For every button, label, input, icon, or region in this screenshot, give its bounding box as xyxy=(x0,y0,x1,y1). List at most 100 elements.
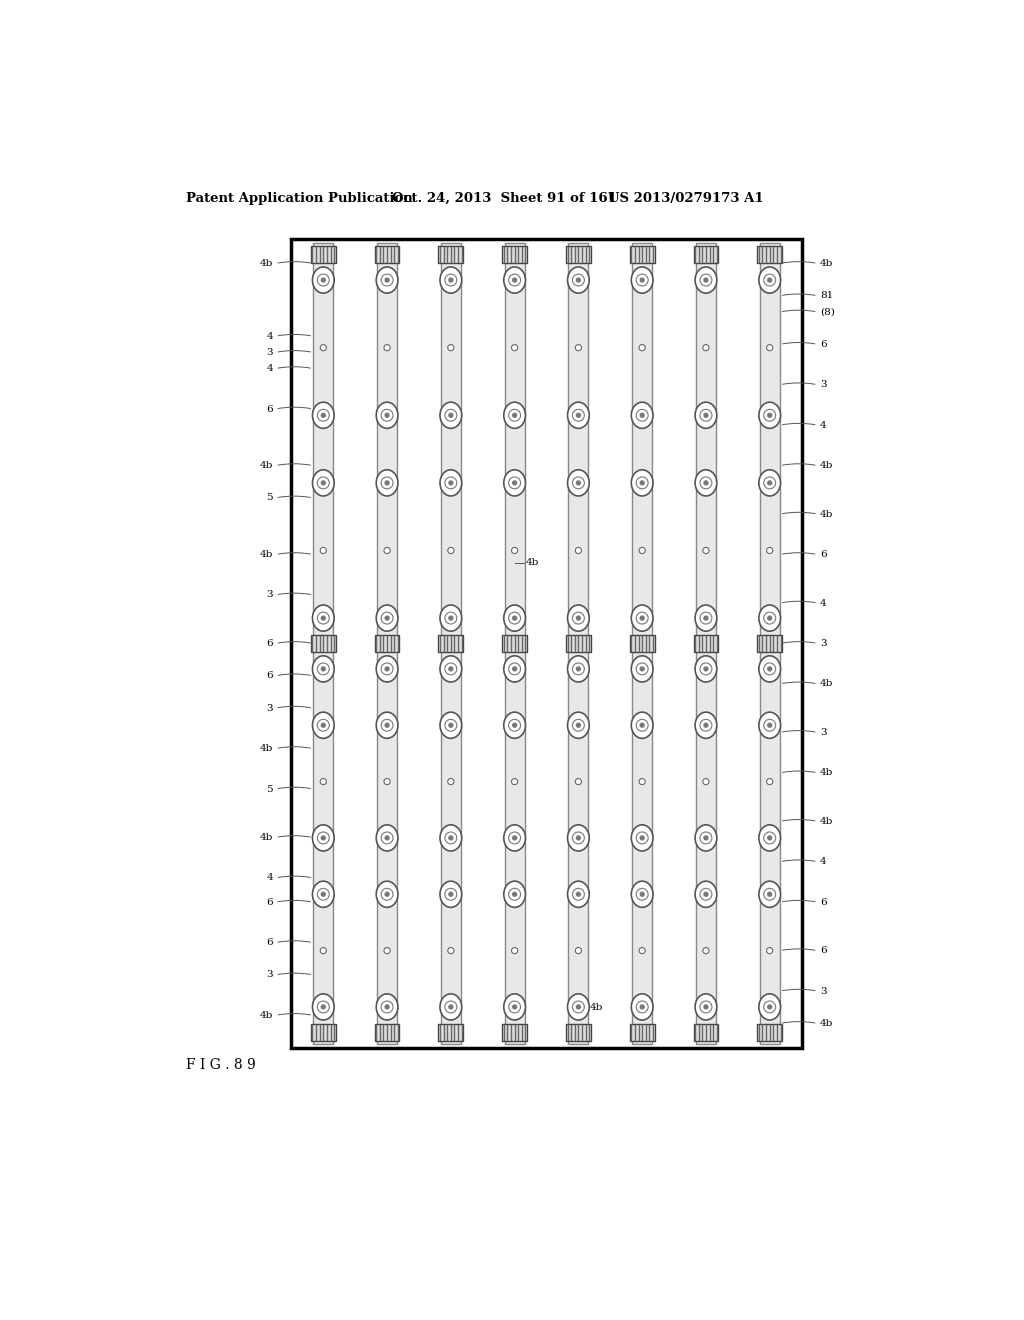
Circle shape xyxy=(381,719,393,731)
Ellipse shape xyxy=(695,470,717,496)
Circle shape xyxy=(764,663,775,675)
Ellipse shape xyxy=(376,882,398,907)
Circle shape xyxy=(317,832,330,843)
Circle shape xyxy=(702,948,709,953)
Text: 6: 6 xyxy=(820,550,826,560)
Circle shape xyxy=(703,667,708,671)
Ellipse shape xyxy=(376,267,398,293)
Circle shape xyxy=(512,948,518,953)
Ellipse shape xyxy=(567,713,589,738)
Text: 4: 4 xyxy=(266,874,273,883)
Ellipse shape xyxy=(759,825,780,851)
Text: 3: 3 xyxy=(820,986,826,995)
Circle shape xyxy=(509,477,520,488)
Ellipse shape xyxy=(632,713,653,738)
Circle shape xyxy=(444,888,457,900)
Ellipse shape xyxy=(312,403,334,429)
Circle shape xyxy=(321,345,327,351)
Text: Patent Application Publication: Patent Application Publication xyxy=(186,191,413,205)
Circle shape xyxy=(639,345,645,351)
Ellipse shape xyxy=(376,825,398,851)
Bar xyxy=(375,1024,399,1040)
Circle shape xyxy=(572,1001,585,1012)
Bar xyxy=(505,243,524,1044)
Text: 4b: 4b xyxy=(820,768,834,777)
Circle shape xyxy=(577,480,581,484)
Circle shape xyxy=(449,892,453,896)
Circle shape xyxy=(449,480,453,484)
Bar xyxy=(313,243,334,1044)
Circle shape xyxy=(444,275,457,286)
Text: 4: 4 xyxy=(820,598,826,607)
Circle shape xyxy=(700,612,712,624)
Ellipse shape xyxy=(376,713,398,738)
Circle shape xyxy=(381,477,393,488)
Text: US 2013/0279173 A1: US 2013/0279173 A1 xyxy=(608,191,764,205)
Bar xyxy=(502,1024,527,1040)
Circle shape xyxy=(768,836,772,840)
Ellipse shape xyxy=(632,994,653,1020)
Circle shape xyxy=(572,409,585,421)
Ellipse shape xyxy=(504,267,525,293)
Text: Oct. 24, 2013  Sheet 91 of 161: Oct. 24, 2013 Sheet 91 of 161 xyxy=(391,191,616,205)
Circle shape xyxy=(322,480,326,484)
Circle shape xyxy=(317,477,330,488)
Ellipse shape xyxy=(567,403,589,429)
Bar xyxy=(566,635,591,652)
Circle shape xyxy=(447,948,454,953)
Circle shape xyxy=(703,279,708,282)
Ellipse shape xyxy=(695,403,717,429)
Circle shape xyxy=(640,480,644,484)
Circle shape xyxy=(444,1001,457,1012)
Circle shape xyxy=(322,1005,326,1008)
Circle shape xyxy=(640,616,644,620)
Circle shape xyxy=(385,480,389,484)
Circle shape xyxy=(700,1001,712,1012)
Text: 3: 3 xyxy=(820,380,826,389)
Circle shape xyxy=(385,892,389,896)
Circle shape xyxy=(636,888,648,900)
Ellipse shape xyxy=(376,605,398,631)
Ellipse shape xyxy=(759,403,780,429)
Circle shape xyxy=(572,888,585,900)
Text: 6: 6 xyxy=(266,672,273,680)
Circle shape xyxy=(385,1005,389,1008)
Circle shape xyxy=(636,832,648,843)
Circle shape xyxy=(640,667,644,671)
Circle shape xyxy=(322,279,326,282)
Bar xyxy=(377,243,397,1044)
Circle shape xyxy=(577,279,581,282)
Circle shape xyxy=(703,723,708,727)
Bar xyxy=(630,246,654,263)
Bar xyxy=(758,635,782,652)
Ellipse shape xyxy=(567,267,589,293)
Text: 6: 6 xyxy=(266,404,273,413)
Bar xyxy=(693,1024,718,1040)
Circle shape xyxy=(767,548,773,553)
Text: 3: 3 xyxy=(266,348,273,356)
Circle shape xyxy=(449,616,453,620)
Text: 3: 3 xyxy=(266,590,273,599)
Circle shape xyxy=(513,1005,516,1008)
Circle shape xyxy=(449,723,453,727)
Circle shape xyxy=(513,667,516,671)
Ellipse shape xyxy=(759,470,780,496)
Text: 4b: 4b xyxy=(820,259,834,268)
Circle shape xyxy=(513,480,516,484)
Circle shape xyxy=(572,663,585,675)
Text: (8): (8) xyxy=(820,308,835,317)
Circle shape xyxy=(572,719,585,731)
Ellipse shape xyxy=(632,403,653,429)
Circle shape xyxy=(385,667,389,671)
Circle shape xyxy=(509,832,520,843)
Circle shape xyxy=(700,888,712,900)
Circle shape xyxy=(572,832,585,843)
Ellipse shape xyxy=(440,656,462,682)
Circle shape xyxy=(768,279,772,282)
Circle shape xyxy=(447,548,454,553)
Text: 6: 6 xyxy=(266,639,273,648)
Circle shape xyxy=(702,779,709,784)
Ellipse shape xyxy=(312,825,334,851)
Circle shape xyxy=(381,275,393,286)
Circle shape xyxy=(764,275,775,286)
